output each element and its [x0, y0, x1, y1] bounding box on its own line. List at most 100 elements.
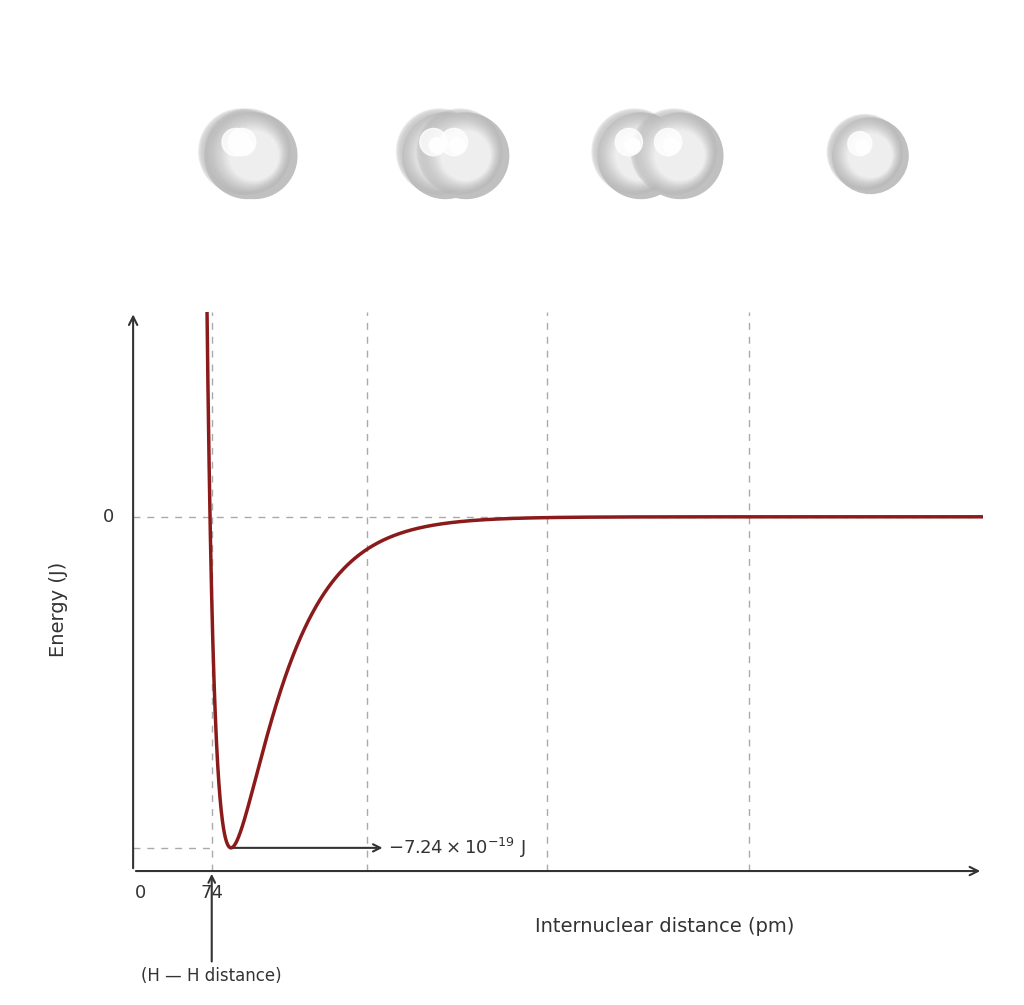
Circle shape: [650, 127, 707, 183]
Circle shape: [828, 116, 901, 189]
Circle shape: [210, 114, 288, 191]
Circle shape: [616, 132, 665, 180]
Circle shape: [208, 112, 289, 192]
Circle shape: [838, 125, 897, 184]
Circle shape: [209, 119, 279, 188]
Circle shape: [616, 131, 665, 180]
Circle shape: [216, 119, 285, 188]
Circle shape: [221, 130, 272, 181]
Circle shape: [632, 110, 716, 194]
Circle shape: [425, 116, 499, 190]
Circle shape: [404, 116, 478, 190]
Circle shape: [604, 121, 671, 187]
Circle shape: [599, 116, 674, 190]
Circle shape: [846, 132, 893, 179]
Circle shape: [227, 130, 280, 181]
Circle shape: [219, 128, 273, 182]
Circle shape: [226, 129, 280, 182]
Circle shape: [205, 113, 291, 198]
Circle shape: [416, 127, 472, 183]
Text: Energy (J): Energy (J): [49, 562, 69, 657]
Circle shape: [849, 134, 892, 177]
Circle shape: [401, 114, 479, 191]
Circle shape: [221, 124, 282, 185]
Circle shape: [402, 115, 478, 191]
Circle shape: [599, 116, 674, 190]
Circle shape: [837, 123, 898, 185]
Circle shape: [646, 123, 709, 186]
Circle shape: [433, 124, 494, 185]
Circle shape: [422, 114, 500, 191]
Circle shape: [839, 125, 897, 183]
Circle shape: [440, 130, 490, 181]
Circle shape: [637, 115, 714, 191]
Circle shape: [638, 116, 713, 190]
Circle shape: [223, 126, 282, 183]
Circle shape: [211, 120, 278, 187]
Circle shape: [216, 125, 275, 184]
Circle shape: [199, 109, 284, 194]
Circle shape: [424, 116, 499, 190]
Circle shape: [402, 113, 488, 198]
Circle shape: [213, 116, 287, 190]
Circle shape: [597, 115, 674, 191]
Circle shape: [223, 131, 271, 180]
Circle shape: [206, 116, 281, 190]
Circle shape: [400, 113, 479, 192]
Circle shape: [410, 121, 475, 187]
Circle shape: [598, 115, 674, 191]
Circle shape: [199, 110, 284, 194]
Circle shape: [228, 129, 256, 156]
Circle shape: [841, 128, 895, 182]
Circle shape: [614, 130, 666, 181]
Circle shape: [429, 138, 444, 153]
Circle shape: [206, 110, 290, 194]
Circle shape: [605, 122, 671, 186]
Circle shape: [608, 124, 669, 185]
Circle shape: [220, 129, 273, 182]
Circle shape: [596, 113, 675, 192]
Circle shape: [414, 125, 473, 184]
Circle shape: [843, 129, 895, 181]
Circle shape: [651, 128, 707, 182]
Circle shape: [609, 125, 669, 184]
Circle shape: [440, 131, 490, 180]
Circle shape: [211, 113, 297, 198]
Circle shape: [220, 123, 283, 185]
Circle shape: [828, 116, 902, 189]
Circle shape: [615, 131, 666, 180]
Circle shape: [438, 129, 492, 182]
Circle shape: [421, 131, 470, 180]
Circle shape: [421, 113, 501, 192]
Circle shape: [413, 124, 473, 185]
Circle shape: [637, 113, 723, 198]
Circle shape: [848, 132, 871, 156]
Circle shape: [614, 130, 666, 181]
Circle shape: [649, 126, 708, 183]
Circle shape: [654, 129, 682, 156]
Circle shape: [594, 112, 676, 193]
Circle shape: [842, 128, 895, 181]
Circle shape: [231, 138, 247, 153]
Circle shape: [409, 120, 476, 187]
Circle shape: [831, 119, 900, 187]
Circle shape: [607, 124, 669, 185]
Circle shape: [212, 122, 278, 186]
Circle shape: [428, 120, 497, 188]
Circle shape: [435, 126, 494, 184]
Circle shape: [211, 121, 278, 187]
Circle shape: [436, 127, 493, 183]
Circle shape: [635, 113, 715, 192]
Circle shape: [837, 124, 898, 184]
Circle shape: [211, 115, 288, 191]
Circle shape: [397, 110, 481, 194]
Circle shape: [652, 129, 706, 182]
Circle shape: [225, 128, 281, 182]
Circle shape: [835, 122, 898, 185]
Circle shape: [602, 119, 672, 188]
Circle shape: [647, 124, 709, 185]
Text: $-7.24 \times 10^{-19}$ J: $-7.24 \times 10^{-19}$ J: [231, 836, 525, 860]
Circle shape: [646, 123, 709, 185]
Circle shape: [601, 118, 673, 189]
Circle shape: [639, 116, 713, 190]
